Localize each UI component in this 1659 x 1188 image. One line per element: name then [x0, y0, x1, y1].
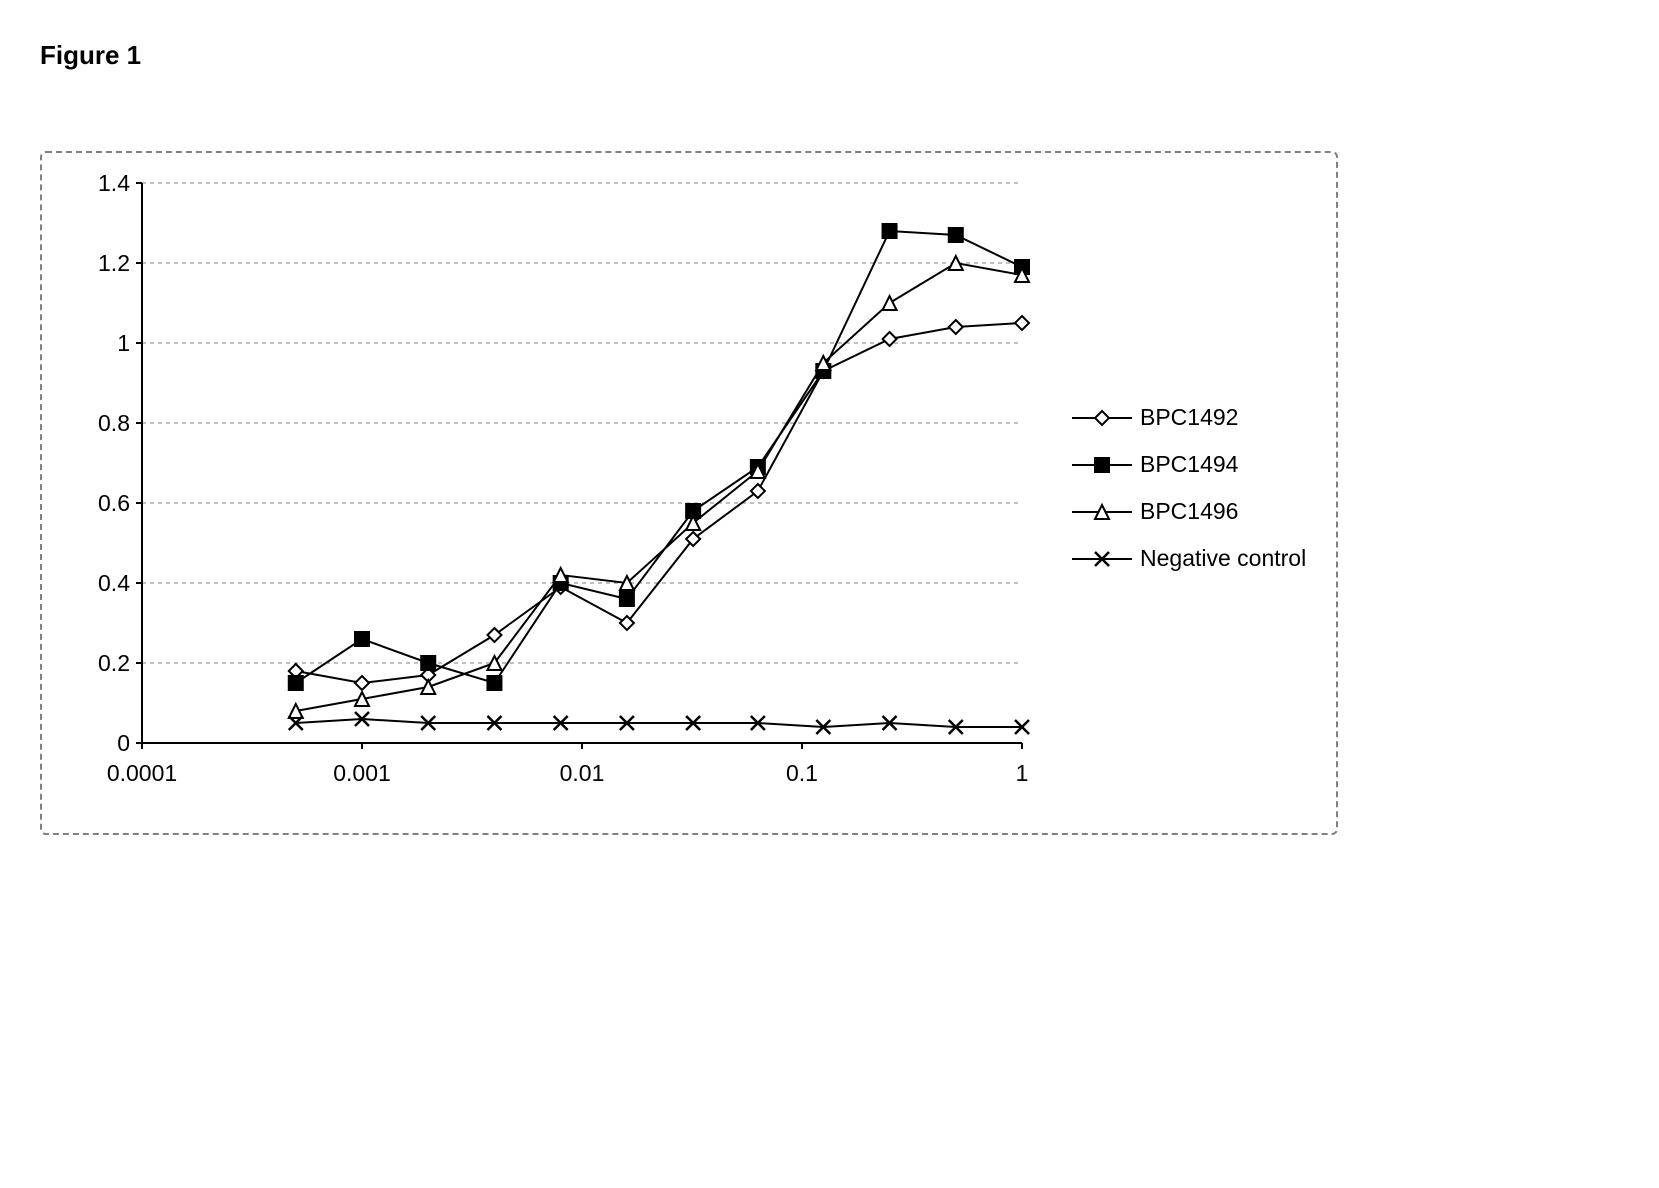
legend-label: BPC1492	[1140, 404, 1238, 431]
x-tick-label: 0.001	[333, 760, 391, 786]
legend-item-bpc1494: BPC1494	[1072, 451, 1306, 478]
figure-title: Figure 1	[40, 40, 1619, 71]
series-bpc1496	[289, 256, 1029, 718]
legend-label: BPC1494	[1140, 451, 1238, 478]
y-tick-label: 1.4	[98, 173, 130, 196]
legend-label: BPC1496	[1140, 498, 1238, 525]
x-tick-label: 0.01	[560, 760, 605, 786]
y-tick-label: 0.6	[98, 490, 130, 516]
x-tick-label: 0.1	[786, 760, 818, 786]
legend-swatch	[1072, 502, 1132, 522]
x-tick-label: 0.0001	[107, 760, 177, 786]
legend: BPC1492 BPC1494 BPC1496 Negative control	[1072, 384, 1306, 592]
y-tick-label: 0.4	[98, 570, 130, 596]
legend-item-bpc1496: BPC1496	[1072, 498, 1306, 525]
series-negative-control	[289, 712, 1029, 734]
legend-item-negative-control: Negative control	[1072, 545, 1306, 572]
y-tick-label: 0.8	[98, 410, 130, 436]
series-bpc1494	[289, 224, 1029, 690]
y-tick-label: 1.2	[98, 250, 130, 276]
y-tick-label: 0	[117, 730, 130, 756]
legend-swatch	[1072, 408, 1132, 428]
legend-swatch	[1072, 549, 1132, 569]
legend-swatch	[1072, 455, 1132, 475]
y-tick-label: 1	[117, 330, 130, 356]
legend-item-bpc1492: BPC1492	[1072, 404, 1306, 431]
legend-label: Negative control	[1140, 545, 1306, 572]
y-tick-label: 0.2	[98, 650, 130, 676]
chart-container: 00.20.40.60.811.21.40.00010.0010.010.11 …	[40, 151, 1338, 835]
line-chart: 0 0.2 0.4 0.6 0.8 1 1.2 1.4 0.0001 0.001 0.01 0.1 1	[72, 173, 1042, 803]
x-tick-label: 1	[1016, 760, 1029, 786]
